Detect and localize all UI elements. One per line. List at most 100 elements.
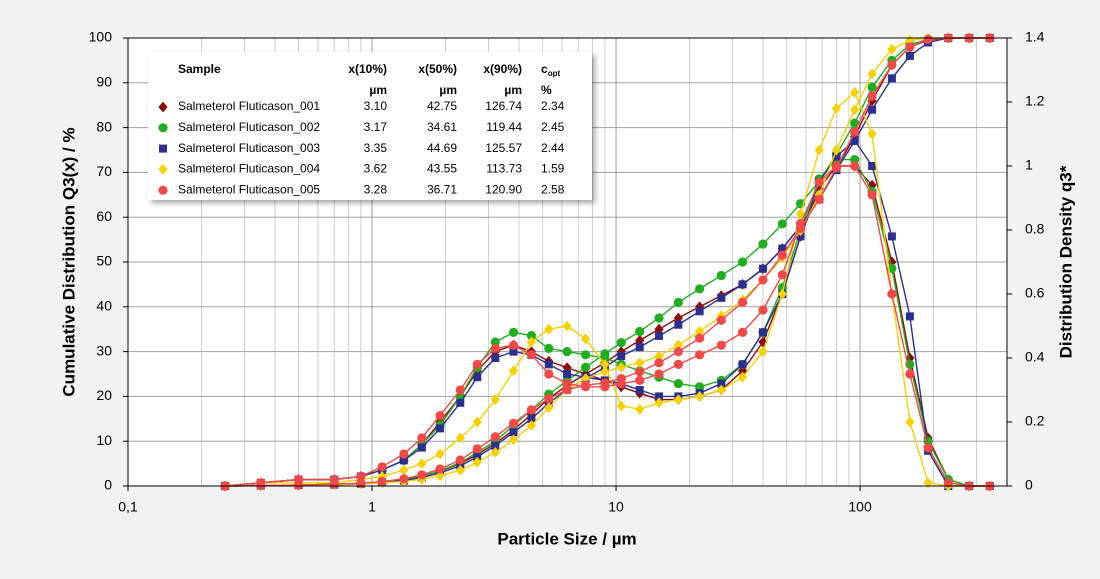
marker — [508, 434, 519, 446]
marker — [616, 338, 626, 348]
table-header: x(50%) — [418, 62, 457, 76]
y2-tick-label: 0.2 — [1025, 413, 1045, 429]
marker — [491, 441, 500, 450]
marker — [673, 312, 683, 324]
marker — [563, 370, 572, 378]
marker — [777, 288, 787, 300]
marker — [526, 350, 537, 360]
marker — [850, 104, 860, 116]
marker — [472, 359, 482, 369]
marker — [814, 177, 824, 187]
marker — [158, 101, 168, 113]
marker — [695, 284, 705, 294]
marker — [616, 373, 626, 384]
marker — [635, 403, 645, 415]
marker — [377, 462, 387, 472]
y-tick-label: 30 — [96, 342, 112, 358]
marker — [544, 323, 554, 335]
table-header: x(10%) — [348, 62, 387, 76]
marker — [868, 162, 877, 170]
table-cell: 2.34 — [541, 99, 565, 113]
marker — [796, 232, 805, 241]
marker — [695, 382, 705, 392]
marker — [850, 127, 860, 137]
marker — [716, 315, 726, 325]
axes: 0,1 1 10 100 0 10 20 30 40 50 60 70 80 90 100 0 0.2 0.4 0.… — [89, 29, 1045, 515]
table-cell: 126.74 — [485, 99, 522, 113]
marker — [673, 394, 683, 405]
marker — [887, 43, 897, 55]
marker — [868, 105, 877, 114]
marker — [887, 256, 897, 268]
table-cell: 119.44 — [486, 120, 522, 134]
table-cell: 1.59 — [541, 162, 565, 176]
marker — [850, 161, 860, 171]
marker — [329, 479, 339, 489]
marker — [508, 340, 519, 350]
marker — [472, 444, 482, 454]
marker — [655, 392, 664, 401]
marker — [435, 411, 445, 421]
marker — [455, 455, 465, 465]
marker — [905, 369, 915, 379]
x-tick-label: 10 — [608, 499, 624, 515]
marker — [737, 371, 748, 383]
marker — [777, 270, 787, 280]
marker — [562, 347, 572, 357]
marker — [417, 458, 427, 469]
marker — [472, 456, 482, 468]
marker — [600, 378, 610, 388]
marker — [544, 360, 553, 369]
table-cell: 44.69 — [427, 141, 457, 155]
table-header: copt — [541, 62, 560, 78]
marker — [635, 326, 645, 337]
marker — [867, 91, 877, 101]
y-tick-label: 20 — [96, 387, 112, 403]
marker — [758, 346, 768, 357]
y-tick-label: 0 — [104, 477, 112, 493]
marker — [887, 60, 897, 70]
marker — [673, 379, 683, 389]
marker — [435, 448, 445, 460]
y-tick-label: 80 — [96, 118, 112, 134]
marker — [508, 365, 519, 377]
y2-tick-label: 0.8 — [1025, 221, 1045, 237]
table-unit: µm — [369, 83, 387, 97]
marker — [580, 373, 591, 384]
table-cell: 125.57 — [485, 141, 522, 155]
marker — [455, 432, 465, 444]
marker — [158, 123, 168, 133]
marker — [635, 357, 645, 369]
marker — [158, 185, 168, 195]
x-tick-label: 1 — [368, 499, 376, 515]
table-cell: 3.28 — [364, 182, 388, 196]
marker — [831, 144, 842, 156]
table-header: x(90%) — [483, 62, 522, 76]
marker — [490, 337, 500, 347]
marker — [943, 478, 953, 488]
marker — [509, 428, 518, 437]
marker — [905, 416, 915, 428]
x-tick-label: 0,1 — [118, 499, 138, 515]
marker — [562, 320, 572, 332]
y-tick-label: 50 — [96, 253, 112, 269]
marker — [490, 432, 500, 442]
marker — [832, 152, 841, 161]
marker — [526, 331, 537, 341]
y2-tick-label: 1 — [1025, 157, 1033, 173]
table-cell: 2.45 — [541, 120, 565, 134]
marker — [850, 118, 860, 128]
marker — [526, 420, 537, 431]
marker — [654, 350, 664, 362]
marker — [905, 51, 914, 60]
marker — [777, 250, 787, 260]
marker — [737, 327, 748, 337]
legend-label: Salmeterol Fluticason_001 — [178, 99, 320, 113]
marker — [673, 297, 683, 307]
marker — [795, 208, 806, 220]
table-cell: 42.75 — [427, 99, 457, 113]
marker — [490, 447, 500, 458]
marker — [616, 361, 626, 373]
marker — [737, 297, 748, 307]
legend-label: Salmeterol Fluticason_003 — [178, 141, 320, 155]
